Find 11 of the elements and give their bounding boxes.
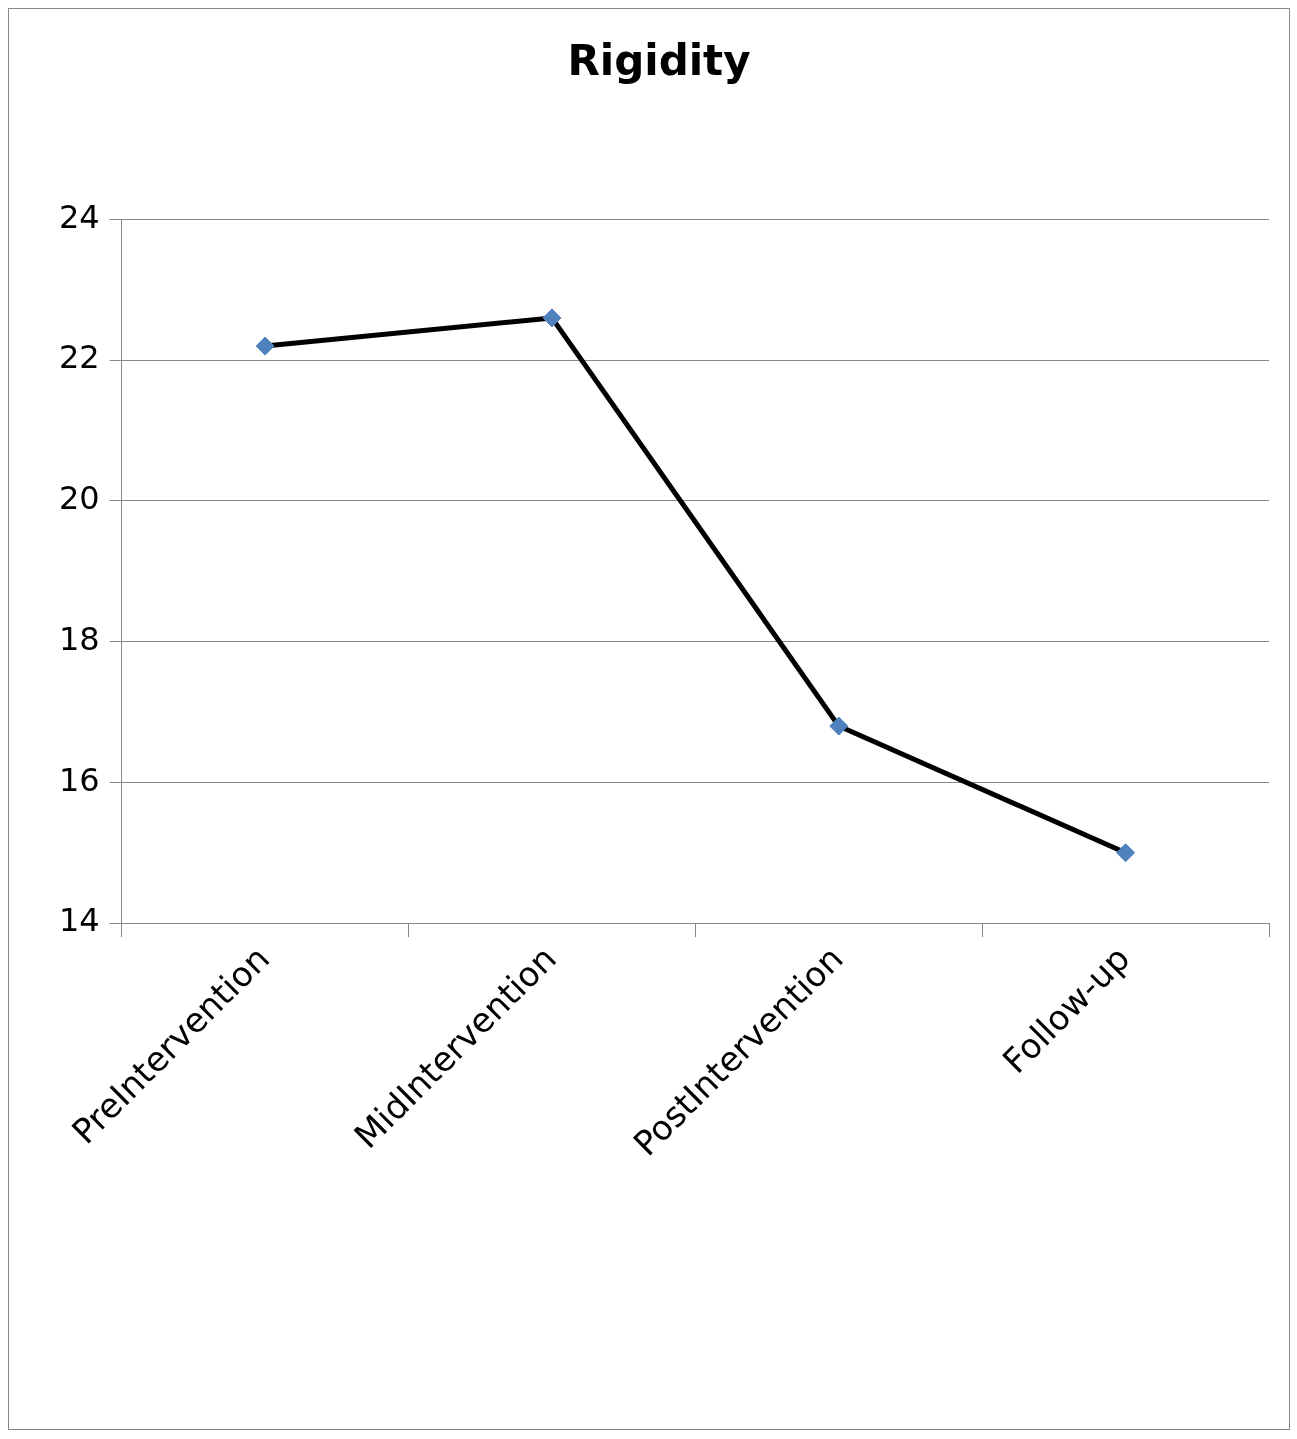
- point: [542, 308, 562, 328]
- y-tick-label: 22: [59, 338, 100, 377]
- chart-title: Rigidity: [567, 36, 751, 86]
- y-tick-label: 24: [59, 197, 100, 236]
- y-tick-label: 20: [59, 479, 100, 518]
- y-tick-label: 18: [59, 619, 100, 658]
- point: [1116, 843, 1136, 863]
- point: [829, 716, 849, 736]
- point: [255, 336, 275, 356]
- y-tick-label: 14: [59, 901, 100, 940]
- y-tick-label: 16: [59, 760, 100, 799]
